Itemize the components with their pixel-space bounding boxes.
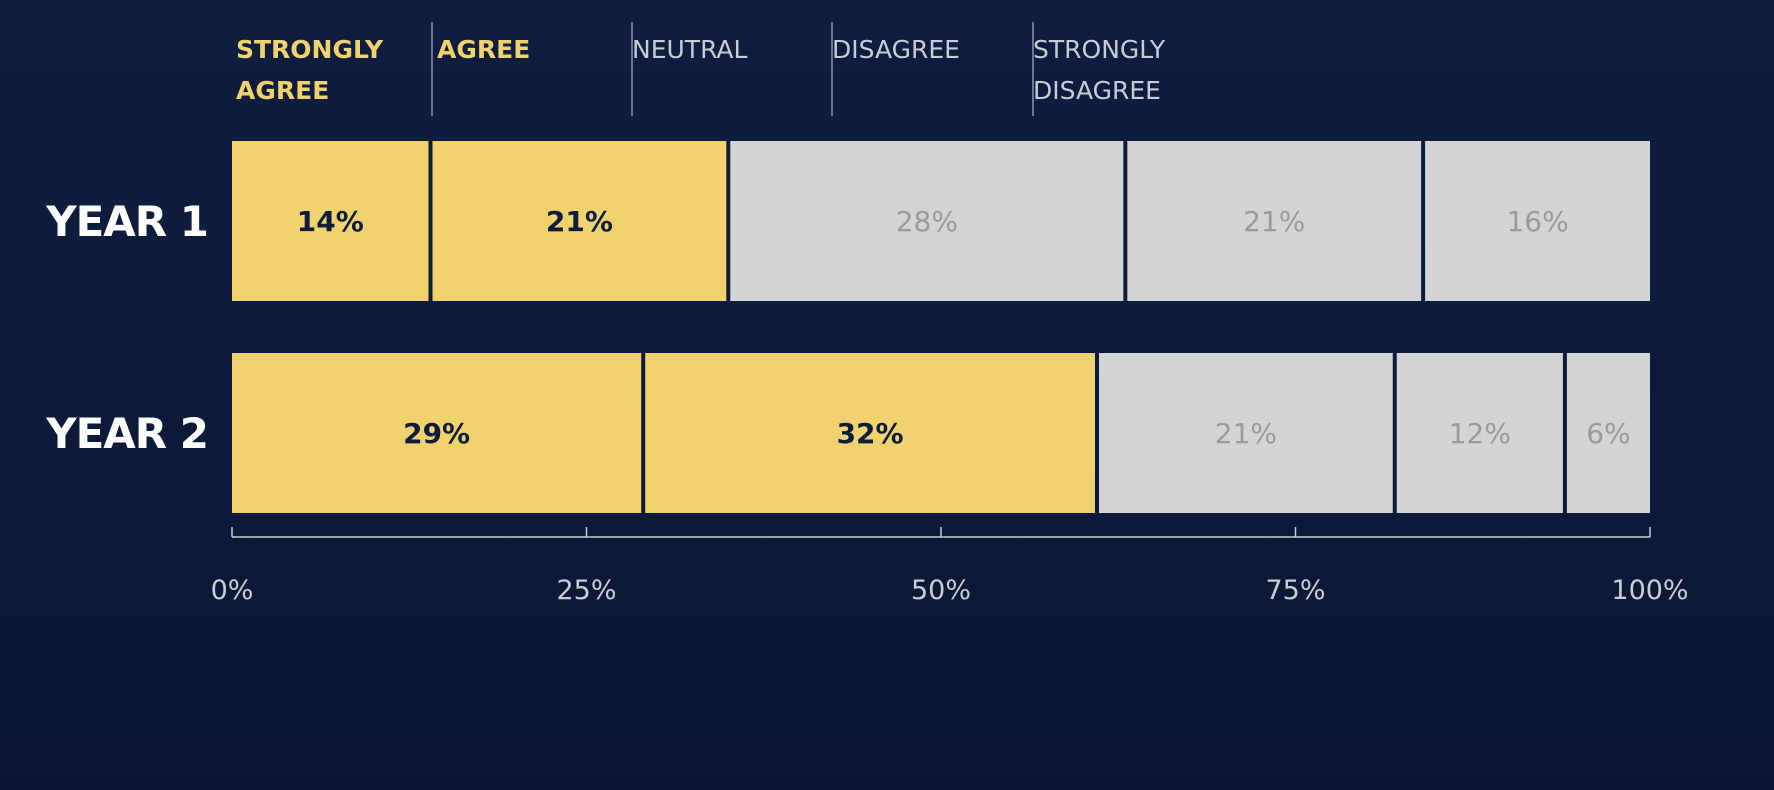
- data-label: 12%: [1449, 417, 1511, 450]
- data-label: 14%: [297, 205, 364, 238]
- data-label: 21%: [546, 205, 613, 238]
- legend-label-strongly-agree: STRONGLY AGREE: [236, 35, 384, 105]
- bar-segment-strongly-agree: [232, 353, 642, 513]
- x-axis: 0% 25% 50% 75% 100%: [211, 527, 1689, 606]
- row-label: YEAR 1: [45, 197, 208, 246]
- bar-segment-disagree: [1127, 141, 1422, 301]
- x-tick-label: 100%: [1611, 575, 1688, 606]
- legend-label-strongly-disagree: STRONGLY DISAGREE: [1033, 35, 1166, 105]
- bar-segment-strongly-disagree: [1425, 141, 1650, 301]
- bar-segment-agree: [645, 353, 1095, 513]
- bar-row-1: YEAR 1 14% 21% 28% 21% 16%: [45, 141, 1650, 301]
- bar-segment-neutral: [1098, 353, 1393, 513]
- x-tick-label: 75%: [1265, 575, 1325, 606]
- bar-row-2: YEAR 2 29% 32% 21% 12% 6%: [45, 353, 1650, 513]
- bar-segment-agree: [432, 141, 727, 301]
- legend-label-neutral: NEUTRAL: [632, 35, 748, 64]
- legend-label-agree: AGREE: [437, 35, 530, 64]
- row-label: YEAR 2: [45, 409, 208, 458]
- bar-segment-neutral: [730, 141, 1124, 301]
- x-tick-label: 50%: [911, 575, 971, 606]
- x-tick-label: 0%: [211, 575, 254, 606]
- data-label: 28%: [896, 205, 958, 238]
- bar-segment-disagree: [1396, 353, 1563, 513]
- legend-label-disagree: DISAGREE: [832, 35, 960, 64]
- bar-segment-strongly-agree: [232, 141, 429, 301]
- data-label: 21%: [1215, 417, 1277, 450]
- data-label: 6%: [1586, 417, 1630, 450]
- chart-legend: STRONGLY AGREE AGREE NEUTRAL DISAGREE STRONGL…: [236, 22, 1166, 116]
- chart-rows: YEAR 1 14% 21% 28% 21% 16% YEAR 2 29% 32% 21% 12% 6…: [45, 141, 1650, 513]
- data-label: 29%: [403, 417, 470, 450]
- data-label: 21%: [1243, 205, 1305, 238]
- data-label: 16%: [1506, 205, 1568, 238]
- x-tick-label: 25%: [556, 575, 616, 606]
- data-label: 32%: [837, 417, 904, 450]
- bar-segment-strongly-disagree: [1566, 353, 1650, 513]
